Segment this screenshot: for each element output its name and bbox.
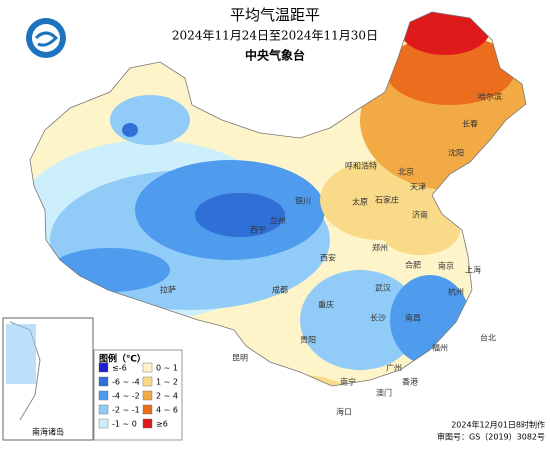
city-label: 沈阳 xyxy=(448,148,464,158)
city-label: 南宁 xyxy=(340,377,356,387)
legend: 图例（℃） ≤-6 -6 ~ -4 -4 ~ -2 -2 ~ -1 -1 ~ 0 0 ~ … xyxy=(93,349,183,441)
legend-swatch xyxy=(142,362,153,373)
city-label: 太原 xyxy=(352,197,368,207)
city-label: 福州 xyxy=(432,344,448,353)
city-label: 哈尔滨 xyxy=(478,92,502,102)
city-label: 天津 xyxy=(410,182,426,192)
city-label: 香港 xyxy=(402,377,418,387)
legend-label: 4 ~ 6 xyxy=(156,406,178,415)
city-label: 南昌 xyxy=(405,313,421,323)
legend-title: 图例（℃） xyxy=(99,353,146,365)
city-label: 成都 xyxy=(272,285,288,295)
city-label: 海口 xyxy=(336,407,352,417)
legend-swatch xyxy=(142,376,153,387)
city-label: 昆明 xyxy=(232,354,248,363)
city-label: 呼和浩特 xyxy=(345,161,377,171)
inset: 南海诸岛 xyxy=(2,317,94,441)
city-label: 郑州 xyxy=(372,243,388,253)
legend-label: -1 ~ 0 xyxy=(112,420,137,429)
legend-swatch xyxy=(98,404,109,415)
legend-swatch xyxy=(142,390,153,401)
period: 2024年11月24日至2024年11月30日 xyxy=(172,29,378,43)
legend-label: ≥6 xyxy=(156,420,168,429)
legend-label: -2 ~ -1 xyxy=(112,406,140,415)
footer-approval: 审图号：GS（2019）3082号 xyxy=(437,432,545,442)
legend-swatch xyxy=(98,418,109,429)
city-label: 银川 xyxy=(295,196,311,206)
city-label: 济南 xyxy=(412,210,428,220)
city-label: 拉萨 xyxy=(160,285,176,295)
legend-swatch xyxy=(98,390,109,401)
legend-label: 2 ~ 4 xyxy=(156,392,178,401)
city-label: 长春 xyxy=(462,119,478,129)
city-labels: 哈尔滨 长春 沈阳 呼和浩特 北京 天津 石家庄 太原 济南 银川 兰州 西宁 … xyxy=(160,92,502,417)
legend-swatch xyxy=(98,376,109,387)
legend-label: 0 ~ 1 xyxy=(156,364,178,373)
legend-swatch xyxy=(98,362,109,373)
city-label: 南京 xyxy=(438,261,454,271)
legend-label: ≤-6 xyxy=(112,364,127,373)
city-label: 长沙 xyxy=(370,313,386,323)
city-label: 台北 xyxy=(480,333,496,343)
agency: 中央气象台 xyxy=(245,48,305,63)
legend-label: -6 ~ -4 xyxy=(112,378,140,387)
city-label: 兰州 xyxy=(270,216,286,226)
logo xyxy=(26,18,66,58)
legend-label: -4 ~ -2 xyxy=(112,392,140,401)
city-label: 重庆 xyxy=(318,300,334,310)
city-label: 合肥 xyxy=(405,260,421,270)
legend-swatch xyxy=(142,404,153,415)
city-label: 上海 xyxy=(465,265,481,275)
city-label: 西宁 xyxy=(250,225,266,235)
city-label: 武汉 xyxy=(375,283,391,293)
city-label: 杭州 xyxy=(448,287,464,297)
title: 平均气温距平 xyxy=(230,6,320,24)
city-label: 澳门 xyxy=(376,388,392,398)
legend-label: 1 ~ 2 xyxy=(156,378,178,387)
city-label: 广州 xyxy=(386,363,402,373)
city-label: 西安 xyxy=(320,253,336,263)
legend-swatch xyxy=(142,418,153,429)
footer-made: 2024年12月01日8时制作 xyxy=(451,420,545,430)
inset-label: 南海诸岛 xyxy=(32,427,64,437)
city-label: 贵阳 xyxy=(300,335,316,345)
city-label: 石家庄 xyxy=(375,195,399,205)
city-label: 北京 xyxy=(398,167,414,177)
